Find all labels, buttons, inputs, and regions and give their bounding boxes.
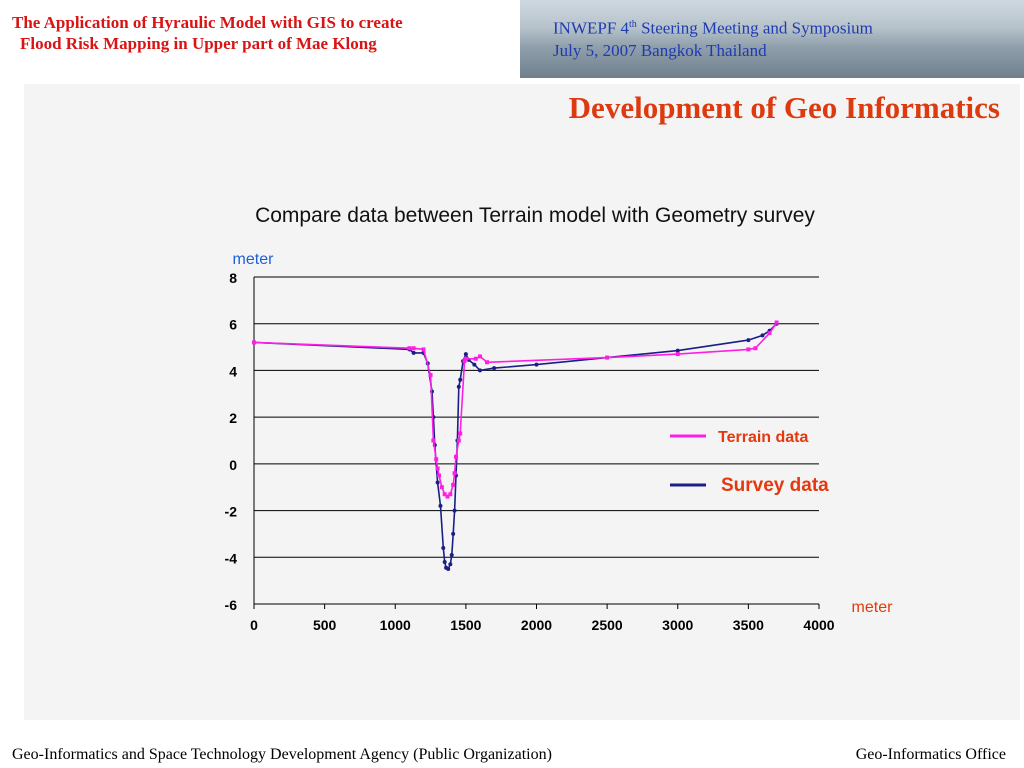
terrain-data-point bbox=[439, 485, 444, 490]
x-tick-label: 0 bbox=[250, 617, 258, 633]
y-tick-label: 6 bbox=[229, 317, 237, 333]
footer-office: Geo-Informatics Office bbox=[855, 746, 1006, 763]
x-tick-label: 2000 bbox=[521, 617, 552, 633]
terrain-data-point bbox=[437, 473, 442, 478]
y-tick-label: -2 bbox=[225, 504, 238, 520]
terrain-data-point bbox=[428, 373, 433, 378]
terrain-data-point bbox=[478, 354, 482, 359]
x-axis-label: meter bbox=[852, 599, 894, 616]
chart-title: Compare data between Terrain model with … bbox=[255, 204, 815, 227]
terrain-data-point bbox=[458, 431, 463, 436]
survey-data-point bbox=[746, 338, 751, 343]
survey-data-point bbox=[472, 362, 477, 367]
survey-data-point bbox=[478, 368, 482, 373]
conference-info: INWEPF 4th Steering Meeting and Symposiu… bbox=[553, 14, 873, 62]
y-tick-label: 2 bbox=[229, 410, 237, 426]
survey-data-point bbox=[448, 562, 453, 567]
conference-name: INWEPF 4 bbox=[553, 18, 630, 38]
terrain-data-point bbox=[431, 438, 436, 443]
survey-data-point bbox=[675, 348, 680, 353]
terrain-data-point bbox=[411, 346, 416, 351]
y-tick-label: 8 bbox=[229, 270, 237, 286]
y-axis-label: meter bbox=[233, 251, 275, 268]
y-tick-label: -6 bbox=[225, 597, 238, 613]
x-tick-label: 3500 bbox=[733, 617, 764, 633]
terrain-data-point bbox=[675, 352, 680, 357]
survey-data-point bbox=[441, 545, 446, 550]
survey-data-point bbox=[411, 350, 416, 355]
slide-title: Development of Geo Informatics bbox=[568, 90, 1000, 125]
terrain-data-point bbox=[746, 347, 751, 352]
presentation-title: The Application of Hyraulic Model with G… bbox=[12, 12, 492, 54]
header-photo-banner bbox=[520, 0, 1024, 78]
terrain-data-point bbox=[452, 471, 457, 476]
terrain-data-point bbox=[463, 356, 468, 361]
y-axis-ticks: 8 6 4 2 0 -2 -4 -6 bbox=[225, 270, 238, 613]
survey-data-point bbox=[456, 384, 461, 389]
y-tick-label: -4 bbox=[225, 550, 238, 566]
terrain-data-point bbox=[448, 492, 453, 497]
terrain-data-point bbox=[421, 347, 426, 352]
legend-label-terrain-data: Terrain data bbox=[718, 429, 809, 446]
terrain-data-point bbox=[767, 331, 772, 336]
x-tick-label: 1500 bbox=[450, 617, 481, 633]
x-tick-label: 3000 bbox=[662, 617, 693, 633]
terrain-data-point bbox=[442, 492, 447, 497]
x-tick-label: 2500 bbox=[592, 617, 623, 633]
terrain-data-point bbox=[407, 346, 412, 351]
y-tick-label: 0 bbox=[229, 457, 237, 473]
survey-data-point bbox=[451, 531, 456, 536]
conference-name-suffix: Steering Meeting and Symposium bbox=[636, 18, 873, 38]
survey-data-point bbox=[442, 559, 447, 564]
terrain-data-point bbox=[605, 355, 610, 360]
survey-data-point bbox=[452, 508, 457, 513]
conference-line1: INWEPF 4th Steering Meeting and Symposiu… bbox=[553, 14, 873, 40]
terrain-data-point bbox=[445, 494, 450, 499]
terrain-data-point bbox=[453, 454, 458, 459]
terrain-data-point bbox=[252, 340, 256, 345]
terrain-data-point bbox=[753, 346, 758, 351]
slide-content-panel bbox=[24, 84, 1020, 720]
footer-agency: Geo-Informatics and Space Technology Dev… bbox=[12, 746, 552, 763]
survey-data-point bbox=[492, 366, 497, 371]
terrain-data-point bbox=[451, 482, 456, 487]
survey-data-point bbox=[435, 480, 440, 485]
x-tick-label: 1000 bbox=[380, 617, 411, 633]
legend-label-survey-data: Survey data bbox=[721, 475, 829, 496]
conference-date-location: July 5, 2007 Bangkok Thailand bbox=[553, 40, 767, 60]
terrain-data-point bbox=[456, 438, 461, 443]
survey-data-point bbox=[760, 333, 765, 338]
terrain-data-point bbox=[435, 466, 440, 471]
survey-data-point bbox=[534, 362, 539, 367]
presentation-title-line2: Flood Risk Mapping in Upper part of Mae … bbox=[20, 34, 377, 53]
terrain-data-point bbox=[485, 360, 490, 365]
terrain-data-point bbox=[462, 359, 467, 364]
x-axis-ticks: 0 500 1000 1500 2000 2500 3000 3500 4000 bbox=[250, 617, 835, 633]
terrain-data-point bbox=[434, 457, 439, 462]
survey-data-point bbox=[446, 566, 451, 571]
survey-data-point bbox=[438, 503, 443, 508]
chart-legend: Terrain data Survey data bbox=[670, 429, 829, 496]
y-tick-label: 4 bbox=[229, 363, 237, 379]
survey-data-point bbox=[463, 352, 468, 357]
terrain-data-line bbox=[253, 322, 778, 498]
x-tick-label: 4000 bbox=[803, 617, 834, 633]
conference-ordinal: th bbox=[629, 19, 637, 30]
chart-gridlines bbox=[253, 276, 820, 609]
terrain-data-point bbox=[774, 320, 779, 325]
survey-data-point bbox=[449, 552, 454, 557]
terrain-data-point bbox=[473, 356, 478, 361]
presentation-title-line1: The Application of Hyraulic Model with G… bbox=[12, 13, 403, 32]
survey-data-point bbox=[458, 377, 463, 382]
chart-series bbox=[252, 320, 779, 571]
x-tick-label: 500 bbox=[313, 617, 337, 633]
